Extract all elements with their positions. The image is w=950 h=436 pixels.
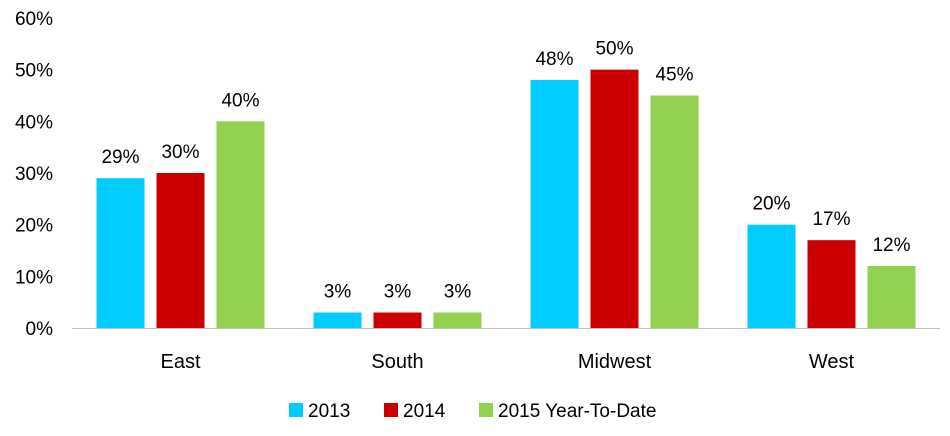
bar [96,178,145,328]
data-label: 48% [535,49,573,70]
legend-swatch [479,403,493,417]
x-category-label: West [809,351,855,373]
data-label: 40% [221,90,259,111]
y-tick-label: 10% [15,267,53,288]
data-label: 50% [595,39,633,60]
x-category-label: Midwest [578,351,652,373]
data-label: 30% [161,142,199,163]
y-tick-label: 20% [15,216,53,237]
bar [530,80,579,328]
y-tick-label: 40% [15,112,53,133]
x-category-label: South [371,351,423,373]
bar [373,312,422,328]
bars-group [96,69,916,329]
data-label: 45% [655,65,693,86]
data-labels-group: 29% 30% 40% 3% 3% 3% 48% 50% 45% 20% 17% 12% [101,39,910,303]
bar [867,266,916,328]
y-axis: 0% 10% 20% 30% 40% 50% 60% [15,9,53,340]
data-label: 20% [752,194,790,215]
legend-label: 2015 Year-To-Date [498,401,656,422]
x-axis: East South Midwest West [160,351,854,373]
bar [590,69,639,329]
y-tick-label: 0% [26,319,54,340]
bar [433,312,482,328]
x-category-label: East [160,351,200,373]
bar [807,240,856,328]
data-label: 3% [444,282,472,303]
legend-swatch [384,403,398,417]
data-label: 17% [812,209,850,230]
bar [650,95,699,328]
y-tick-label: 50% [15,61,53,82]
data-label: 12% [872,235,910,256]
legend: 2013 2014 2015 Year-To-Date [289,401,656,422]
bar [747,224,796,328]
bar [156,173,205,328]
bar [313,312,362,328]
y-tick-label: 30% [15,164,53,185]
data-label: 3% [324,282,352,303]
legend-swatch [289,403,303,417]
data-label: 29% [101,147,139,168]
bar [216,121,265,328]
y-tick-label: 60% [15,9,53,30]
data-label: 3% [384,282,412,303]
legend-label: 2014 [403,401,446,422]
legend-label: 2013 [308,401,350,422]
